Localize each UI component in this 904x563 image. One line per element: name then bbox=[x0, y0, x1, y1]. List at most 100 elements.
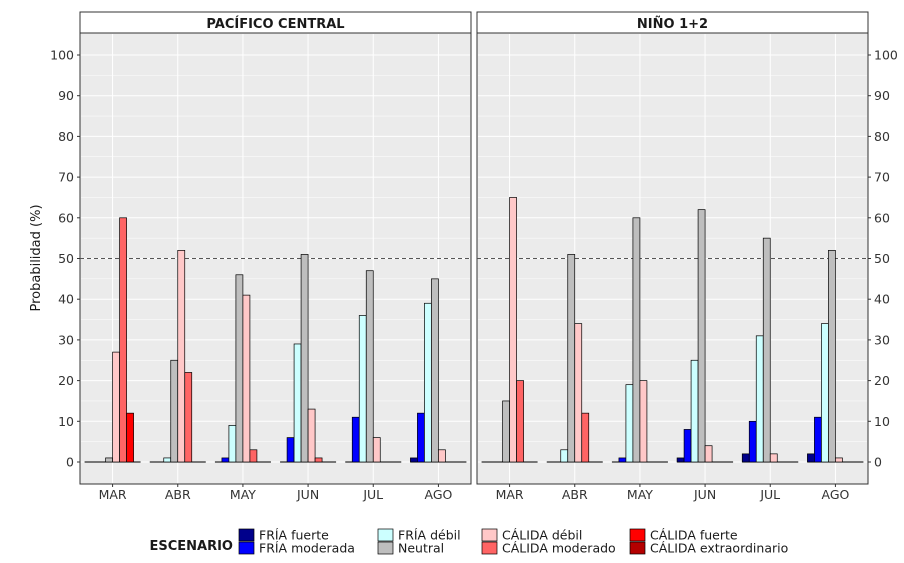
bar bbox=[625, 384, 634, 463]
bar bbox=[704, 445, 713, 463]
y-tick-label-right: 70 bbox=[874, 170, 890, 185]
legend-label: Neutral bbox=[398, 541, 444, 556]
bar bbox=[683, 429, 692, 463]
bar bbox=[560, 449, 569, 463]
x-tick-label: JUL bbox=[759, 487, 780, 502]
x-tick-label: ABR bbox=[165, 487, 191, 502]
bar bbox=[105, 457, 113, 463]
bar bbox=[828, 250, 836, 463]
bar bbox=[502, 400, 510, 463]
bar bbox=[618, 457, 627, 463]
x-tick-label: MAY bbox=[627, 487, 653, 502]
bar bbox=[509, 197, 517, 463]
legend-label: CÁLIDA fuerte bbox=[650, 528, 738, 543]
bar bbox=[762, 237, 771, 463]
y-tick-label-left: 50 bbox=[58, 251, 74, 266]
bar bbox=[574, 323, 583, 463]
bar bbox=[286, 437, 295, 463]
y-tick-label-left: 60 bbox=[58, 210, 74, 225]
bar bbox=[581, 412, 590, 463]
legend-label: FRÍA fuerte bbox=[259, 528, 329, 543]
bar bbox=[221, 457, 230, 463]
bar bbox=[769, 453, 778, 463]
bar bbox=[438, 449, 446, 463]
x-tick-label: AGO bbox=[424, 487, 452, 502]
legend-swatch bbox=[238, 541, 255, 555]
x-tick-label: JUL bbox=[362, 487, 383, 502]
bar bbox=[119, 217, 127, 463]
y-tick-label-right: 60 bbox=[874, 210, 890, 225]
bar bbox=[410, 457, 418, 463]
x-tick-label: JUN bbox=[693, 487, 716, 502]
y-tick-label-left: 0 bbox=[66, 455, 74, 470]
panel-title: NIÑO 1+2 bbox=[637, 16, 708, 32]
bar bbox=[307, 408, 316, 463]
y-tick-label-right: 50 bbox=[874, 251, 890, 266]
bar bbox=[163, 457, 172, 463]
x-tick-label: AGO bbox=[821, 487, 849, 502]
bar bbox=[516, 380, 524, 463]
legend-label: CÁLIDA moderado bbox=[502, 541, 616, 556]
bar bbox=[170, 359, 179, 463]
x-tick-label: MAY bbox=[230, 487, 256, 502]
bar bbox=[314, 457, 323, 463]
y-tick-label-right: 40 bbox=[874, 292, 890, 307]
legend-swatch bbox=[629, 541, 646, 555]
x-tick-label: JUN bbox=[296, 487, 319, 502]
y-tick-label-left: 20 bbox=[58, 373, 74, 388]
bar bbox=[293, 343, 302, 463]
legend-label: CÁLIDA débil bbox=[502, 528, 582, 543]
bar bbox=[372, 437, 381, 463]
bar bbox=[639, 380, 648, 463]
y-tick-label-left: 80 bbox=[58, 129, 74, 144]
bar bbox=[755, 335, 764, 463]
bar bbox=[632, 217, 641, 463]
legend-swatch bbox=[481, 528, 498, 542]
bar bbox=[300, 254, 309, 463]
y-tick-label-right: 80 bbox=[874, 129, 890, 144]
bar bbox=[567, 254, 576, 463]
x-tick-label: MAR bbox=[99, 487, 127, 502]
bar bbox=[112, 351, 120, 463]
y-tick-label-right: 0 bbox=[874, 455, 882, 470]
bar bbox=[126, 412, 134, 463]
bar bbox=[235, 274, 244, 463]
legend-swatch bbox=[377, 541, 394, 555]
y-tick-label-left: 90 bbox=[58, 88, 74, 103]
bar bbox=[697, 209, 706, 463]
bar bbox=[242, 294, 251, 463]
bar bbox=[249, 449, 258, 463]
bar bbox=[676, 457, 685, 463]
legend-label: FRÍA débil bbox=[398, 528, 461, 543]
legend-swatch bbox=[481, 541, 498, 555]
bar bbox=[835, 457, 843, 463]
legend-swatch bbox=[629, 528, 646, 542]
bar bbox=[741, 453, 750, 463]
y-tick-label-right: 20 bbox=[874, 373, 890, 388]
y-tick-label-right: 10 bbox=[874, 414, 890, 429]
y-axis-title: Probabilidad (%) bbox=[29, 204, 44, 311]
legend-title: ESCENARIO bbox=[149, 539, 233, 554]
y-tick-label-left: 70 bbox=[58, 170, 74, 185]
y-tick-label-left: 30 bbox=[58, 332, 74, 347]
bar bbox=[358, 315, 367, 463]
legend-swatch bbox=[238, 528, 255, 542]
x-tick-label: MAR bbox=[496, 487, 524, 502]
y-tick-label-left: 100 bbox=[50, 48, 74, 63]
bar bbox=[807, 453, 815, 463]
bar bbox=[365, 270, 374, 463]
bar bbox=[690, 359, 699, 463]
bar bbox=[228, 425, 237, 463]
bar bbox=[821, 323, 829, 463]
y-tick-label-right: 30 bbox=[874, 332, 890, 347]
y-tick-label-left: 10 bbox=[58, 414, 74, 429]
legend-label: FRÍA moderada bbox=[259, 541, 355, 556]
x-tick-label: ABR bbox=[562, 487, 588, 502]
bar bbox=[351, 416, 360, 463]
bar bbox=[184, 372, 193, 463]
bar bbox=[424, 302, 432, 463]
panel-title: PACÍFICO CENTRAL bbox=[206, 16, 344, 32]
bar bbox=[177, 250, 186, 463]
